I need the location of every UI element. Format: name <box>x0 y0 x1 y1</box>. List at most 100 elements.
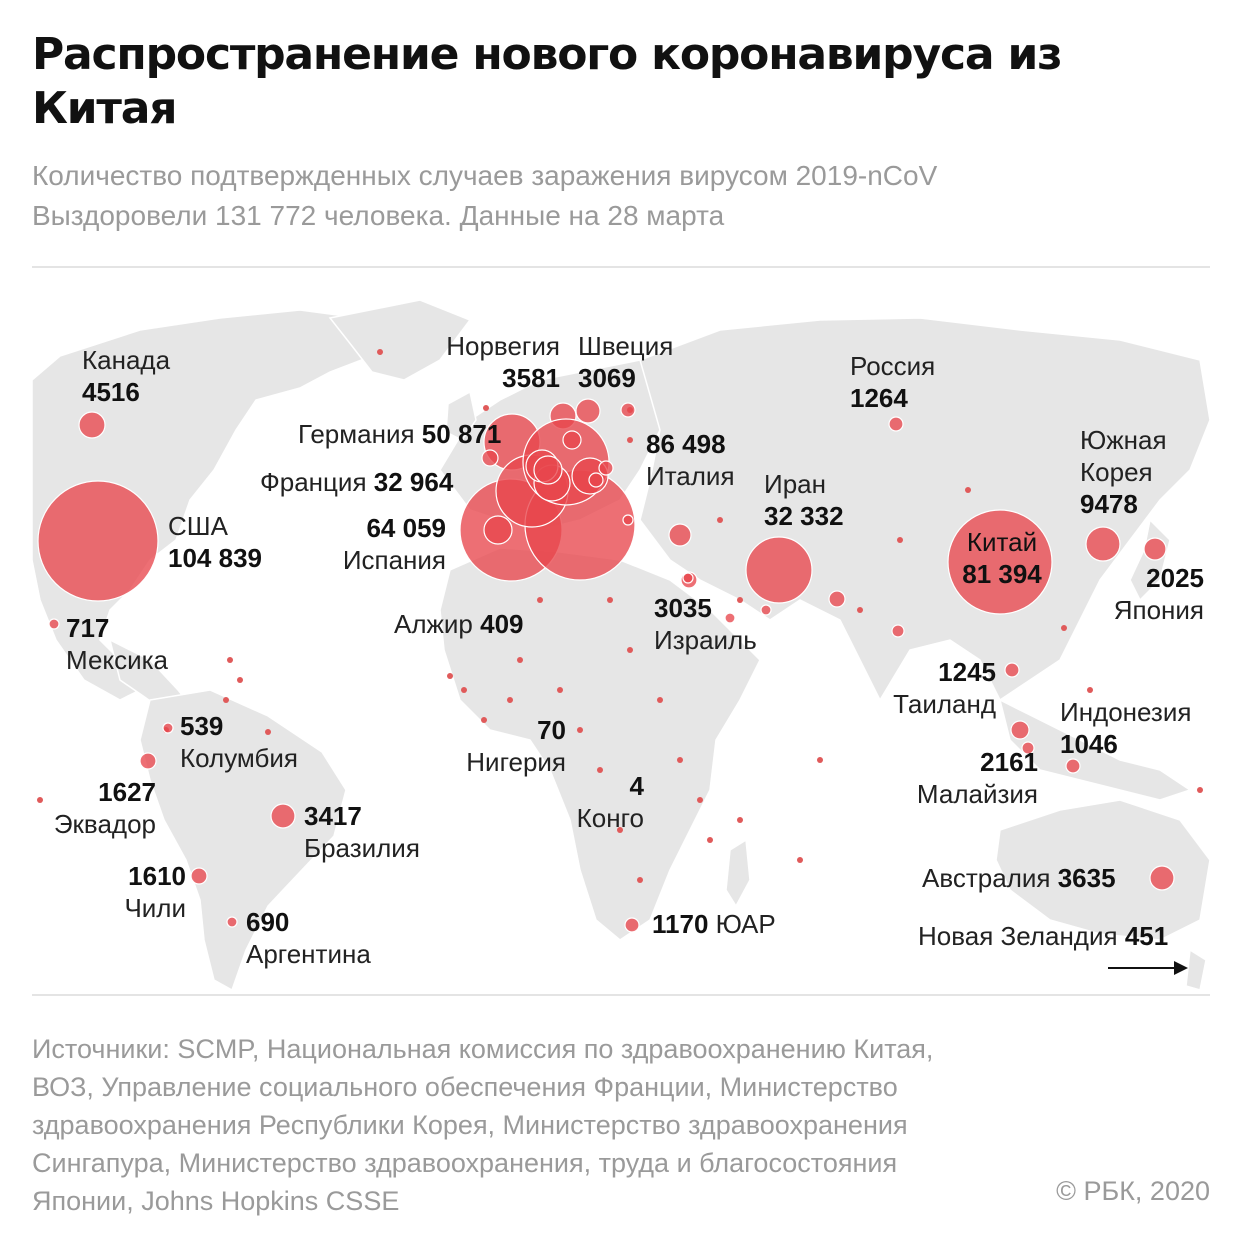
case-dot <box>537 597 543 603</box>
label-japan: 2025 Япония <box>1106 562 1204 626</box>
bubble-malaysia <box>1010 720 1030 740</box>
country-name: Бразилия <box>304 833 420 863</box>
case-dot <box>657 697 663 703</box>
case-count: 690 <box>246 907 290 937</box>
bubble-belgium <box>533 455 563 485</box>
case-count: 4516 <box>82 377 140 407</box>
case-count: 539 <box>180 711 224 741</box>
country-name: Испания <box>342 545 446 575</box>
country-name: Аргентина <box>246 939 371 969</box>
bubble-singapore <box>1021 741 1035 755</box>
case-count: 4 <box>629 771 644 801</box>
bubble-saudi <box>724 612 736 624</box>
bubble-india <box>891 624 905 638</box>
case-dot <box>557 687 563 693</box>
case-dot <box>697 797 703 803</box>
country-name: Италия <box>646 461 735 491</box>
case-dot <box>483 405 489 411</box>
case-dot <box>517 657 523 663</box>
source-line-1: Источники: SCMP, Национальная комиссия п… <box>32 1034 934 1064</box>
bubble-south-korea <box>1085 526 1121 562</box>
case-dot <box>223 697 229 703</box>
bubble-mexico <box>48 618 60 630</box>
case-dot <box>637 877 643 883</box>
case-dot <box>627 437 633 443</box>
bubble-iran <box>745 536 813 604</box>
label-malaysia: 2161 Малайзия <box>906 746 1038 810</box>
case-dot <box>597 767 603 773</box>
country-name: Эквадор <box>53 809 156 839</box>
country-name: Мексика <box>66 645 169 675</box>
country-name: Канада <box>82 345 171 375</box>
case-count: 64 059 <box>366 513 446 543</box>
label-thailand: 1245 Таиланд <box>884 656 996 720</box>
landmass-uk <box>445 390 477 441</box>
case-count: 3635 <box>1057 863 1116 893</box>
label-colombia: 539 Колумбия <box>180 710 298 774</box>
page-title: Распространение нового коронавируса из К… <box>32 29 1063 134</box>
landmass-greenland <box>328 299 472 381</box>
bubble-ireland <box>481 449 499 467</box>
country-name: Новая Зеландия <box>918 921 1118 951</box>
bubble-denmark <box>562 430 582 450</box>
landmass-south-america <box>139 689 347 990</box>
bubble-russia <box>888 416 904 432</box>
country-name: Норвегия <box>446 331 560 361</box>
case-dot <box>265 729 271 735</box>
label-congo: 4 Конго <box>562 770 644 834</box>
country-name: Россия <box>850 351 936 381</box>
label-italy: 86 498 Италия <box>646 428 735 492</box>
case-count: 2025 <box>1146 563 1204 593</box>
copyright: © РБК, 2020 <box>1056 1176 1210 1206</box>
bubble-egypt <box>682 572 694 584</box>
case-dot <box>607 597 613 603</box>
bubble-uae <box>760 604 772 616</box>
label-germany: Германия 50 871 <box>298 418 501 450</box>
case-dot <box>897 537 903 543</box>
label-south-korea: Южная Корея 9478 <box>1080 424 1167 520</box>
case-dot <box>1087 687 1093 693</box>
case-count: 1046 <box>1060 729 1118 759</box>
bubble-czech <box>588 472 604 488</box>
label-south-africa: 1170 ЮАР <box>652 908 776 940</box>
case-count: 3069 <box>578 363 636 393</box>
bubble-poland <box>598 460 614 476</box>
country-name: Алжир <box>394 609 473 639</box>
label-norway: Норвегия 3581 <box>432 330 560 394</box>
bubble-brazil <box>270 803 296 829</box>
bubble-colombia <box>162 722 174 734</box>
case-count: 81 394 <box>962 559 1042 589</box>
country-name: Германия <box>298 419 415 449</box>
case-dot <box>857 607 863 613</box>
case-dot <box>1197 787 1203 793</box>
case-count: 3417 <box>304 801 362 831</box>
label-new-zealand: Новая Зеландия 451 <box>918 920 1168 952</box>
case-dot <box>707 837 713 843</box>
country-name: США <box>168 511 228 541</box>
case-dot <box>447 673 453 679</box>
bubble-finland <box>620 402 636 418</box>
country-name: Израиль <box>654 625 757 655</box>
country-name: Нигерия <box>466 747 566 777</box>
case-count: 70 <box>537 715 566 745</box>
case-dot <box>1061 625 1067 631</box>
case-count: 2161 <box>980 747 1038 777</box>
country-name: Франция <box>260 467 367 497</box>
label-russia: Россия 1264 <box>850 350 935 414</box>
subtitle-line-1: Количество подтвержденных случаев зараже… <box>32 160 938 191</box>
bubble-portugal <box>483 515 513 545</box>
landmass-madagascar <box>725 838 751 908</box>
bubble-greece <box>622 514 634 526</box>
case-count: 32 332 <box>764 501 844 531</box>
case-count: 1245 <box>938 657 996 687</box>
case-dot <box>965 487 971 493</box>
case-dot <box>817 757 823 763</box>
subtitle-line-2: Выздоровели 131 772 человека. Данные на … <box>32 200 725 231</box>
label-usa: США 104 839 <box>168 510 262 574</box>
label-indonesia: Индонезия 1046 <box>1060 696 1191 760</box>
country-name: Китай <box>966 527 1038 557</box>
case-dot <box>481 717 487 723</box>
country-name: Таиланд <box>893 689 996 719</box>
world-map <box>31 299 1211 990</box>
label-iran: Иран 32 332 <box>764 468 844 532</box>
